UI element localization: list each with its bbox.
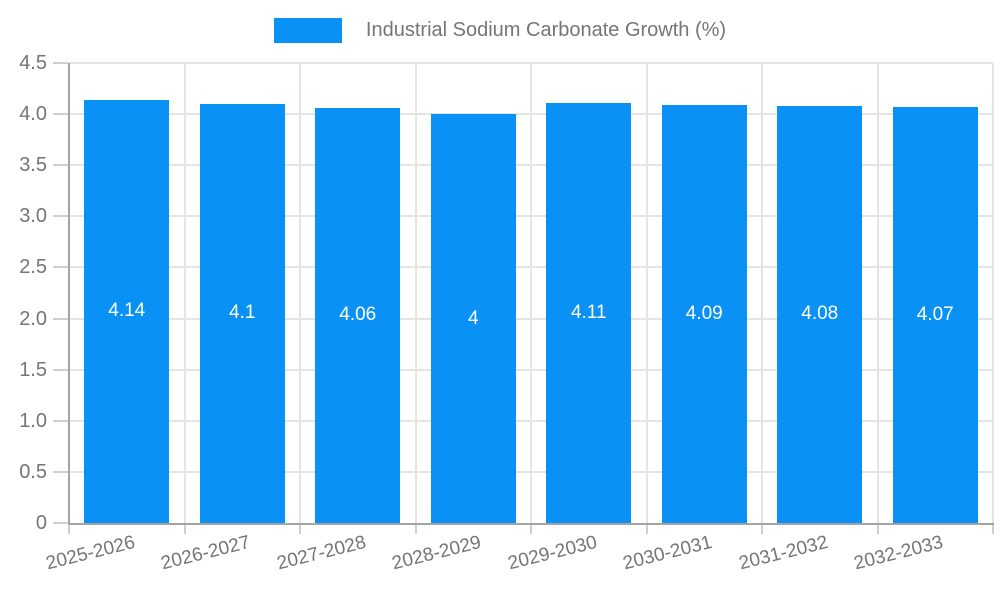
y-axis-label: 1.5 <box>19 358 47 381</box>
y-tick <box>53 62 68 64</box>
y-axis-line <box>68 63 70 523</box>
x-axis-label: 2030-2031 <box>621 531 715 575</box>
y-tick <box>53 317 68 320</box>
y-tick <box>53 419 68 422</box>
y-axis-label: 3.5 <box>19 154 47 177</box>
y-tick <box>53 215 68 218</box>
y-axis-label: 1.0 <box>19 409 47 432</box>
y-tick <box>53 522 68 524</box>
gridline-v <box>876 63 879 523</box>
bar-2027-2028[interactable] <box>315 107 401 523</box>
x-tick <box>414 523 417 534</box>
gridline-v <box>761 63 763 523</box>
y-axis-label: 4.0 <box>19 103 47 126</box>
x-tick <box>761 523 763 534</box>
y-axis-label: 0.5 <box>19 460 47 483</box>
bar-2026-2027[interactable] <box>199 103 285 523</box>
gridline-v <box>414 63 417 523</box>
y-axis-label: 3.0 <box>19 205 47 228</box>
y-axis-label: 2.0 <box>19 307 47 330</box>
gridline-v <box>992 63 994 523</box>
bar-value-label: 4.06 <box>339 304 377 326</box>
x-tick <box>183 523 186 534</box>
bar-2030-2031[interactable] <box>661 104 747 523</box>
gridline-v <box>645 63 648 523</box>
y-tick <box>53 164 68 167</box>
x-tick <box>992 523 994 534</box>
gridline-v <box>530 63 532 523</box>
x-axis-label: 2028-2029 <box>390 531 484 575</box>
x-tick <box>68 523 70 534</box>
bar-2031-2032[interactable] <box>777 105 863 523</box>
bar-2025-2026[interactable] <box>84 99 170 523</box>
x-axis-label: 2029-2030 <box>505 531 600 575</box>
y-axis-label: 0 <box>35 512 47 534</box>
legend: Industrial Sodium Carbonate Growth (%) <box>0 15 1000 45</box>
y-axis-label: 4.5 <box>19 52 47 74</box>
bar-value-label: 4.11 <box>570 301 607 323</box>
bar-2029-2030[interactable] <box>546 102 632 523</box>
y-tick <box>53 266 68 269</box>
legend-marker[interactable] <box>273 17 342 43</box>
x-axis-label: 2031-2032 <box>736 531 831 575</box>
x-axis-label: 2032-2033 <box>852 531 946 575</box>
gridline-v <box>299 63 301 523</box>
bar-value-label: 4.1 <box>229 302 256 324</box>
y-tick <box>53 368 68 371</box>
y-axis-label: 2.5 <box>19 256 47 279</box>
bar-value-label: 4.14 <box>108 300 146 322</box>
x-axis-line <box>68 523 994 525</box>
x-tick <box>645 523 648 534</box>
bar-value-label: 4.08 <box>801 303 839 325</box>
legend-label[interactable]: Industrial Sodium Carbonate Growth (%) <box>365 18 727 41</box>
x-tick <box>876 523 879 534</box>
y-tick <box>53 113 68 116</box>
bar-2028-2029[interactable] <box>430 114 516 523</box>
bar-2032-2033[interactable] <box>892 106 978 523</box>
x-axis-label: 2025-2026 <box>43 531 138 575</box>
bar-value-label: 4 <box>467 307 479 329</box>
bar-value-label: 4.09 <box>685 302 723 324</box>
x-axis-label: 2026-2027 <box>159 531 253 575</box>
x-tick <box>530 523 532 534</box>
gridline-v <box>183 63 186 523</box>
x-axis-label: 2027-2028 <box>274 531 369 575</box>
x-tick <box>299 523 301 534</box>
y-tick <box>53 470 68 473</box>
bar-value-label: 4.07 <box>916 303 954 325</box>
